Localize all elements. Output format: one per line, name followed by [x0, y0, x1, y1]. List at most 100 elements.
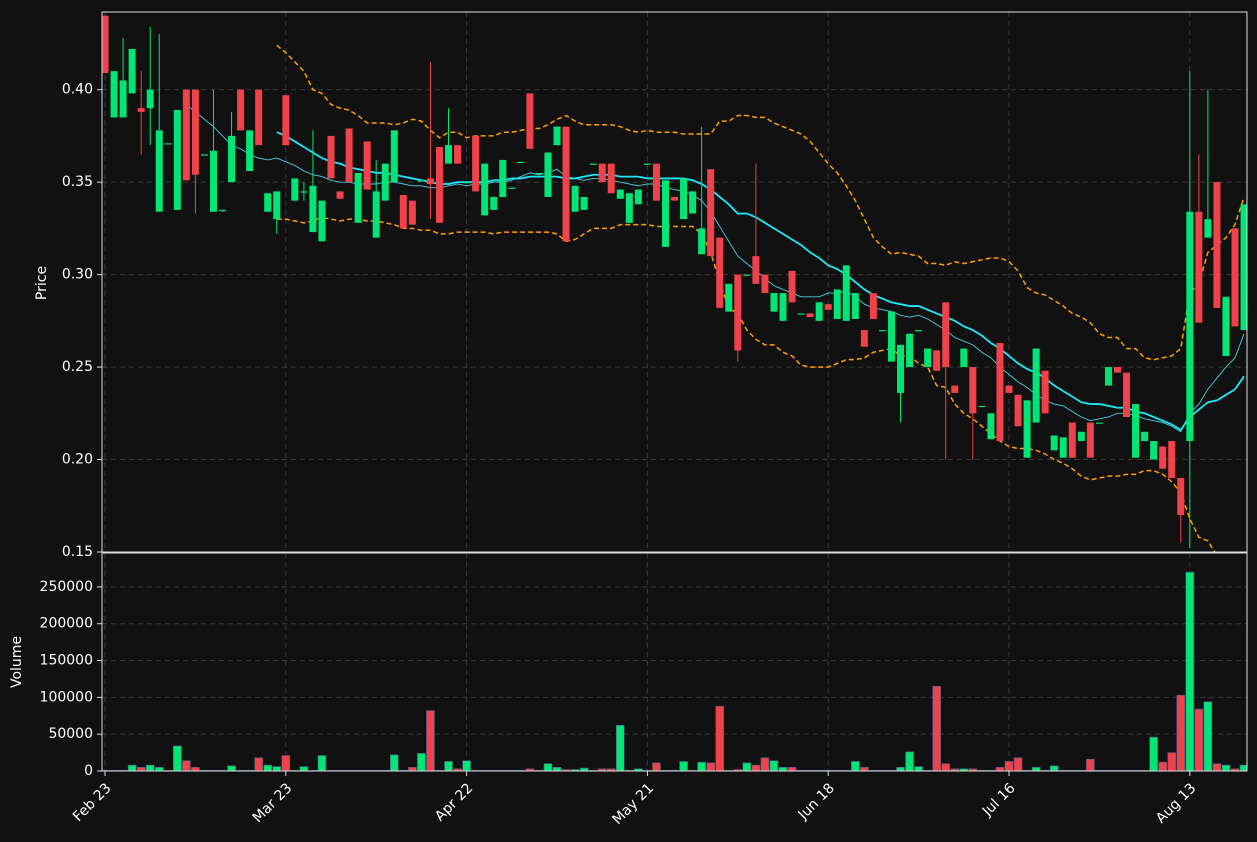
candle-body [1077, 431, 1085, 442]
candle-body [237, 89, 245, 131]
candle-body [707, 169, 715, 257]
candle-body [788, 270, 796, 303]
candle-body [680, 178, 688, 220]
candle-body [146, 89, 154, 109]
candle-body [1095, 422, 1103, 424]
volume-bar [1185, 571, 1195, 771]
y-tick-label: 0.20 [62, 452, 93, 468]
volume-bar [778, 767, 788, 771]
candle-body [1159, 446, 1167, 469]
volume-bar [1004, 761, 1014, 771]
volume-bar [1158, 761, 1167, 771]
candle-body [191, 89, 199, 175]
volume-bar [561, 769, 571, 771]
y-tick-label: 0.40 [62, 82, 93, 98]
candle-body [1240, 204, 1247, 331]
volume-bar [733, 769, 743, 771]
candle-body [770, 293, 778, 312]
candle-body [517, 161, 525, 163]
candle-body [363, 141, 371, 190]
candle-body [472, 135, 480, 192]
volume-bar [227, 765, 236, 771]
y-tick-label: 250000 [40, 579, 93, 595]
volume-bar [932, 686, 941, 771]
candle-body [1086, 422, 1094, 458]
candle-body [1068, 422, 1076, 458]
candle-body [454, 145, 462, 164]
volume-bar [272, 766, 282, 771]
volume-bar [254, 757, 263, 771]
volume-bar [715, 705, 725, 771]
candle-body [906, 333, 914, 368]
volume-bar [760, 757, 770, 771]
candle-body [933, 350, 941, 371]
volume-bar [851, 761, 860, 771]
price-frame [101, 11, 1248, 553]
candle-body [119, 80, 127, 118]
candle-body [553, 126, 561, 146]
volume-bar [543, 763, 553, 771]
volume-bar [408, 767, 417, 771]
candle-body [1032, 348, 1040, 423]
candle-body [463, 182, 471, 184]
band-line [276, 44, 1245, 361]
candle-body [1132, 404, 1140, 458]
candle-body [1213, 182, 1221, 308]
candle-body [824, 304, 832, 310]
candle-body [228, 135, 236, 183]
candle-body [734, 274, 742, 351]
candle-body [417, 180, 425, 182]
candle-body [526, 93, 534, 149]
candle-body [616, 189, 624, 199]
candle-body [300, 191, 308, 193]
candle-body [716, 237, 724, 308]
volume-bar [389, 754, 399, 771]
volume-bar [462, 760, 471, 771]
candle-body [652, 163, 660, 201]
candle-body [1186, 211, 1194, 442]
volume-bar [995, 767, 1005, 771]
candle-body [291, 178, 299, 201]
volume-bar [1212, 763, 1222, 771]
y-tick-label: 150000 [40, 653, 93, 669]
candle-body [544, 152, 552, 197]
volume-bar [570, 769, 580, 771]
candle-body [399, 195, 407, 229]
volume-bar [1149, 736, 1158, 771]
y-tick-label: 0 [84, 763, 93, 779]
volume-frame [101, 552, 1248, 772]
candle-body [1059, 437, 1067, 458]
candle-body [571, 185, 579, 212]
volume-bar [615, 725, 625, 771]
candle-body [915, 330, 923, 332]
average-line [186, 104, 1245, 433]
candle-body [499, 159, 507, 197]
candle-body [1204, 219, 1212, 238]
candle-body [1222, 296, 1230, 356]
candle-body [354, 172, 362, 223]
candle-body [435, 147, 443, 223]
candle-body [372, 191, 380, 238]
candle-body [924, 348, 932, 368]
volume-bar [417, 753, 426, 771]
candle-body [264, 193, 272, 212]
y-tick-label: 100000 [40, 689, 93, 705]
candle-body [996, 343, 1004, 442]
candle-body [942, 302, 950, 368]
candle-body [978, 405, 986, 408]
volume-bar [896, 767, 905, 771]
volume-bar [444, 761, 453, 771]
candle-body [634, 189, 642, 205]
volume-bar [317, 755, 327, 771]
candle-body [102, 15, 109, 74]
candle-body [1231, 228, 1239, 327]
volume-bar [552, 767, 562, 771]
candle-body [1195, 211, 1203, 323]
candle-body [255, 89, 263, 146]
candle-body [1014, 394, 1022, 427]
volume-bar [182, 760, 191, 771]
volume-bar [426, 710, 435, 771]
candle-body [246, 130, 254, 172]
candle-body [381, 163, 389, 201]
candle-body [661, 180, 669, 247]
